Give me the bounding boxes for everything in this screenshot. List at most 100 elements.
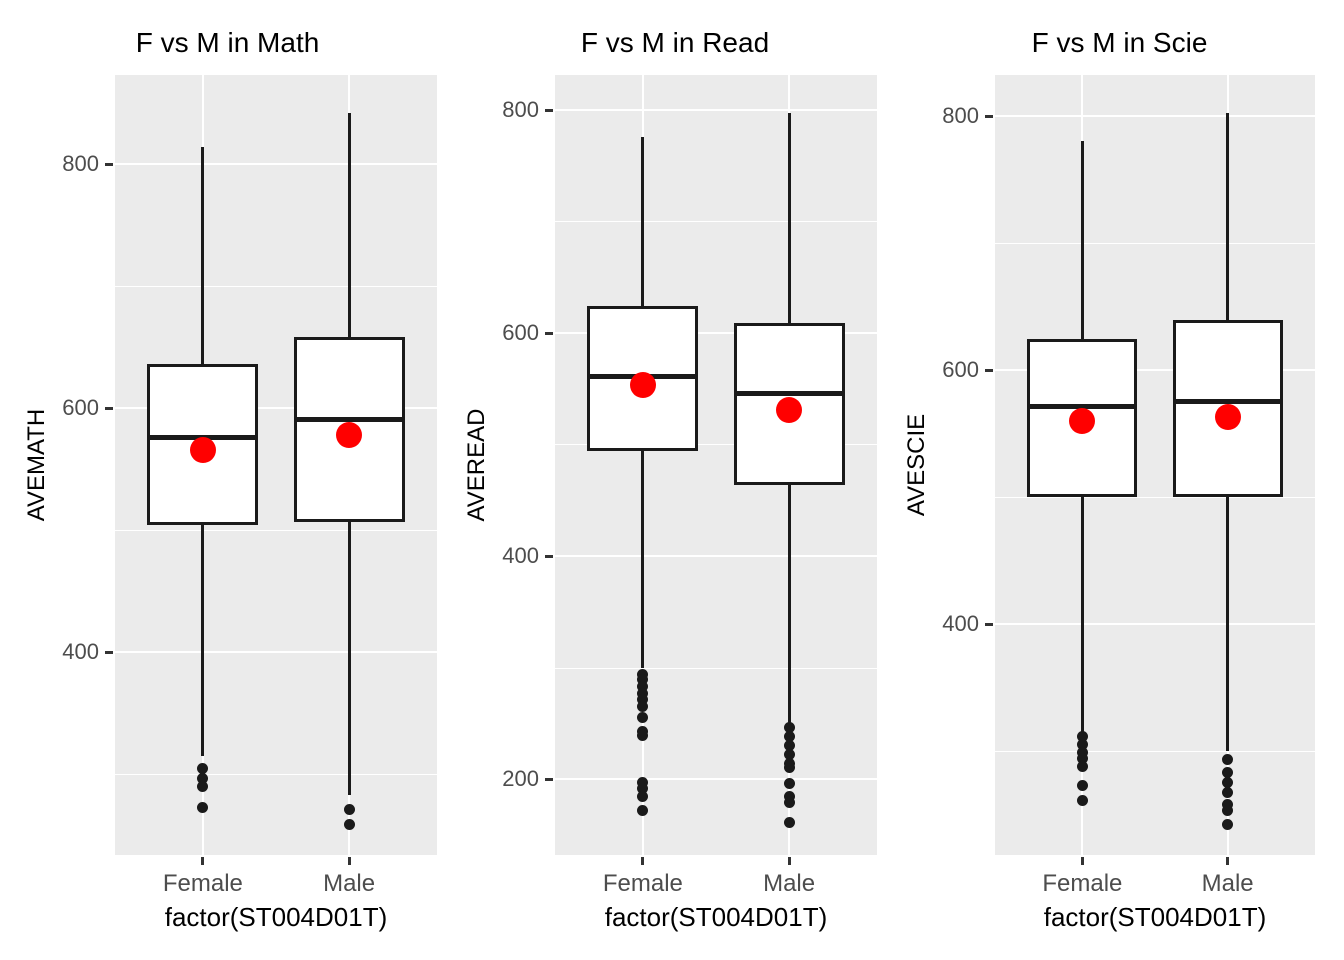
median-line: [1172, 398, 1283, 404]
median-line: [293, 416, 405, 422]
whisker-upper: [347, 112, 351, 338]
outlier-dot: [783, 740, 795, 752]
outlier-dot: [637, 782, 649, 794]
whisker-upper: [201, 147, 205, 365]
y-tick-mark: [105, 163, 113, 166]
outlier-dot: [637, 712, 649, 724]
gridline-minor: [555, 668, 877, 669]
mean-dot: [1214, 403, 1241, 430]
gridline-minor: [555, 444, 877, 445]
outlier-dot: [637, 668, 649, 680]
outlier-dot: [637, 687, 649, 699]
mean-dot: [336, 422, 363, 449]
gridline-major: [115, 163, 437, 165]
gridline-major: [995, 623, 1315, 625]
y-tick-mark: [545, 555, 553, 558]
mean-dot: [776, 396, 803, 423]
y-tick-mark: [985, 623, 993, 626]
outlier-dot: [783, 817, 795, 829]
y-tick-label: 200: [502, 766, 539, 791]
outlier-dot: [783, 762, 795, 774]
y-tick-label: 400: [502, 543, 539, 568]
box: [1027, 339, 1138, 497]
gridline-major: [115, 407, 437, 409]
y-axis-title: AVESCIE: [903, 413, 930, 517]
gridline-minor: [995, 497, 1315, 498]
x-tick-mark: [201, 857, 205, 865]
y-tick-label: 400: [942, 611, 979, 636]
outlier-dot: [637, 804, 649, 816]
whisker-upper: [641, 137, 645, 306]
outlier-dot: [1076, 779, 1088, 791]
mean-dot: [1069, 407, 1096, 434]
gridline-major: [555, 778, 877, 780]
outlier-dot: [1076, 738, 1088, 750]
x-tick-label: Male: [1201, 870, 1254, 897]
whisker-upper: [1226, 113, 1230, 321]
outlier-dot: [197, 801, 209, 813]
outlier-dot: [1076, 746, 1088, 758]
outlier-dot: [1076, 794, 1088, 806]
y-tick-label: 800: [502, 97, 539, 122]
outlier-dot: [1222, 798, 1234, 810]
gridline-major: [555, 555, 877, 557]
median-line: [1027, 404, 1138, 410]
y-axis-title: AVEMATH: [23, 408, 50, 522]
gridline-minor: [995, 751, 1315, 752]
x-axis-title: factor(ST004D01T): [1043, 902, 1267, 932]
outlier-dot: [197, 772, 209, 784]
mean-dot: [629, 372, 656, 399]
outlier-dot: [783, 722, 795, 734]
x-tick-label: Female: [1042, 870, 1123, 897]
outlier-dot: [197, 762, 209, 774]
y-tick-mark: [545, 332, 553, 335]
outlier-dot: [1222, 805, 1234, 817]
outlier-dot: [637, 701, 649, 713]
y-tick-label: 600: [502, 320, 539, 345]
x-tick-label: Female: [602, 870, 683, 897]
outlier-dot: [1222, 754, 1234, 766]
y-tick-mark: [105, 651, 113, 654]
y-tick-label: 600: [942, 357, 979, 382]
y-tick-mark: [545, 778, 553, 781]
gridline-major: [995, 115, 1315, 117]
gridline-minor: [995, 243, 1315, 244]
y-tick-mark: [985, 115, 993, 118]
whisker-lower: [201, 525, 205, 757]
panel-title: F vs M in Read: [580, 27, 770, 58]
outlier-dot: [197, 781, 209, 793]
gridline-minor: [555, 221, 877, 222]
x-tick-label: Female: [162, 870, 243, 897]
outlier-dot: [343, 818, 355, 830]
whisker-lower: [641, 451, 645, 668]
outlier-dot: [1076, 760, 1088, 772]
mean-dot: [189, 436, 216, 463]
x-tick-mark: [641, 857, 645, 865]
outlier-dot: [637, 791, 649, 803]
outlier-dot: [637, 776, 649, 788]
outlier-dot: [637, 730, 649, 742]
outlier-dot: [783, 778, 795, 790]
x-axis-title: factor(ST004D01T): [604, 902, 828, 932]
outlier-dot: [637, 694, 649, 706]
gridline-minor: [115, 286, 437, 287]
panel-title: F vs M in Scie: [1031, 27, 1208, 58]
whisker-upper: [787, 112, 791, 323]
whisker-lower: [347, 521, 351, 796]
y-tick-label: 800: [942, 103, 979, 128]
gridline-major: [995, 369, 1315, 371]
outlier-dot: [1222, 819, 1234, 830]
outlier-dot: [783, 731, 795, 743]
y-tick-mark: [545, 109, 553, 112]
gridline-major: [555, 332, 877, 334]
outlier-dot: [1222, 787, 1234, 799]
gridline-minor: [115, 530, 437, 531]
x-tick-label: Male: [763, 870, 816, 897]
gridline-minor: [115, 774, 437, 775]
y-axis-title: AVEREAD: [463, 408, 490, 522]
outlier-dot: [1076, 731, 1088, 743]
gridline-major: [115, 651, 437, 653]
outlier-dot: [1222, 766, 1234, 778]
x-tick-mark: [1080, 857, 1084, 865]
whisker-upper: [1080, 141, 1084, 340]
